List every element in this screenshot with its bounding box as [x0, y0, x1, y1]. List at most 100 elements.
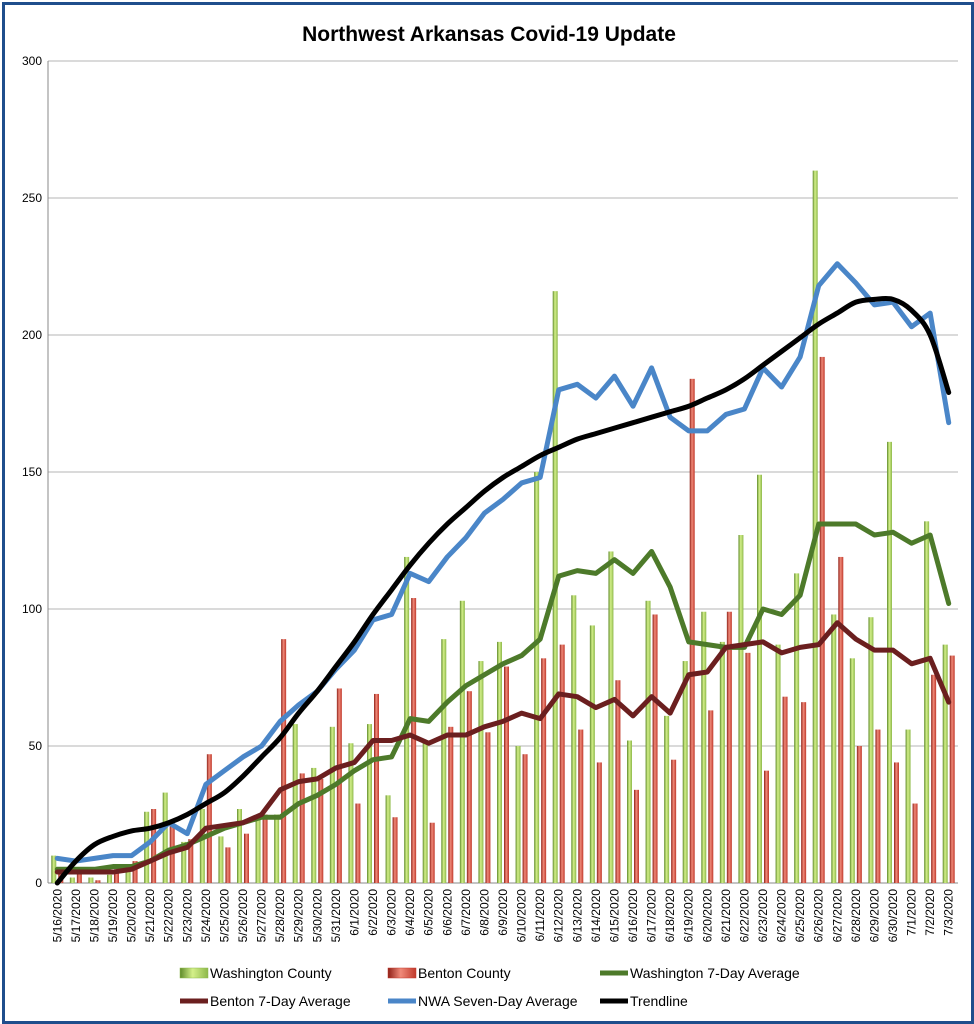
bar-washington — [682, 661, 688, 883]
bar-benton — [392, 817, 398, 883]
trendline — [54, 295, 952, 886]
legend-swatch — [179, 967, 209, 979]
bar-washington — [664, 715, 670, 883]
y-tick-label: 100 — [22, 602, 42, 616]
bar-benton — [336, 688, 342, 883]
bar-washington — [162, 792, 168, 883]
bar-washington — [757, 474, 762, 883]
x-tick-label: 6/20/2020 — [700, 889, 714, 943]
x-tick-label: 5/28/2020 — [273, 889, 287, 943]
bar-washington — [107, 874, 112, 883]
bar-washington — [645, 600, 651, 883]
bar-washington — [905, 729, 911, 883]
bar-washington — [515, 746, 521, 883]
x-tick-label: 5/17/2020 — [69, 889, 83, 943]
x-tick-label: 6/2/2020 — [366, 889, 380, 936]
x-tick-label: 6/26/2020 — [812, 889, 826, 943]
bar-benton — [485, 732, 491, 883]
gridlines — [48, 60, 958, 884]
benton-7day-line — [54, 620, 952, 875]
x-tick-label: 7/1/2020 — [905, 889, 919, 936]
bar-benton — [541, 658, 547, 883]
bar-washington — [738, 535, 744, 883]
bar-benton — [262, 814, 268, 883]
bar-benton — [931, 674, 937, 883]
bar-benton — [114, 869, 119, 883]
x-tick-label: 5/27/2020 — [255, 889, 269, 943]
bar-washington — [385, 795, 391, 883]
bar-washington — [441, 639, 447, 883]
x-tick-label: 7/3/2020 — [942, 889, 956, 936]
bar-washington — [274, 814, 280, 883]
bar-washington — [367, 724, 372, 883]
bar-benton — [615, 680, 621, 883]
bar-benton — [244, 833, 249, 883]
bar-washington — [887, 441, 892, 883]
x-tick-label: 6/28/2020 — [849, 889, 863, 943]
bar-washington — [849, 658, 855, 883]
bar-benton — [689, 378, 695, 883]
x-tick-label: 6/25/2020 — [793, 889, 807, 943]
bar-benton — [856, 746, 862, 883]
x-tick-label: 5/19/2020 — [106, 889, 120, 943]
bar-washington — [199, 809, 205, 883]
x-tick-label: 5/20/2020 — [125, 889, 139, 943]
x-tick-label: 6/7/2020 — [459, 889, 473, 936]
bar-benton — [411, 598, 417, 883]
bar-washington — [255, 817, 261, 883]
bar-washington — [812, 170, 818, 884]
bar-washington — [868, 617, 874, 883]
bar-benton — [132, 861, 138, 883]
x-tick-label: 7/2/2020 — [923, 889, 937, 936]
bar-benton — [708, 710, 714, 883]
nwa-7day-line — [54, 261, 952, 864]
x-tick-label: 5/16/2020 — [50, 889, 64, 943]
bar-washington — [924, 521, 930, 883]
bar-washington — [348, 743, 354, 883]
x-tick-label: 6/13/2020 — [570, 889, 584, 943]
bar-benton — [225, 847, 231, 883]
bar-benton — [838, 556, 844, 883]
bar-benton — [912, 803, 918, 883]
bar-benton — [95, 880, 101, 883]
bar-benton — [726, 611, 732, 883]
bar-washington — [571, 595, 577, 883]
bar-washington — [311, 767, 317, 883]
bar-washington — [775, 644, 781, 883]
bar-washington — [831, 614, 837, 883]
x-tick-label: 5/22/2020 — [162, 889, 176, 943]
x-tick-label: 6/9/2020 — [496, 889, 510, 936]
bar-benton — [819, 356, 825, 883]
x-tick-label: 6/8/2020 — [477, 889, 491, 936]
bar-washington — [329, 726, 335, 883]
legend-label: Washington County — [210, 965, 332, 981]
bar-benton — [875, 729, 881, 883]
bar-benton — [374, 693, 379, 883]
bar-benton — [671, 759, 677, 883]
bar-benton — [894, 762, 899, 883]
bar-washington — [125, 872, 131, 883]
x-tick-label: 5/24/2020 — [199, 889, 213, 943]
bar-benton — [522, 754, 528, 883]
legend-label: Trendline — [630, 993, 688, 1009]
x-tick-label: 5/25/2020 — [217, 889, 231, 943]
bar-washington — [497, 641, 502, 883]
bar-benton — [504, 666, 509, 883]
bar-benton — [634, 789, 639, 883]
x-tick-label: 5/30/2020 — [310, 889, 324, 943]
bar-washington — [422, 740, 428, 883]
x-tick-label: 6/4/2020 — [403, 889, 417, 936]
bar-benton — [151, 809, 157, 883]
x-tick-label: 6/24/2020 — [775, 889, 789, 943]
bar-benton — [745, 652, 751, 883]
x-tick-label: 6/17/2020 — [645, 889, 659, 943]
legend-label: Washington 7-Day Average — [630, 965, 800, 981]
y-tick-label: 50 — [29, 739, 43, 753]
bar-washington — [794, 573, 800, 883]
x-tick-label: 5/18/2020 — [87, 889, 101, 943]
bar-benton — [801, 702, 807, 883]
bar-washington — [51, 855, 57, 883]
bar-benton — [281, 639, 287, 883]
y-tick-label: 300 — [22, 54, 42, 68]
